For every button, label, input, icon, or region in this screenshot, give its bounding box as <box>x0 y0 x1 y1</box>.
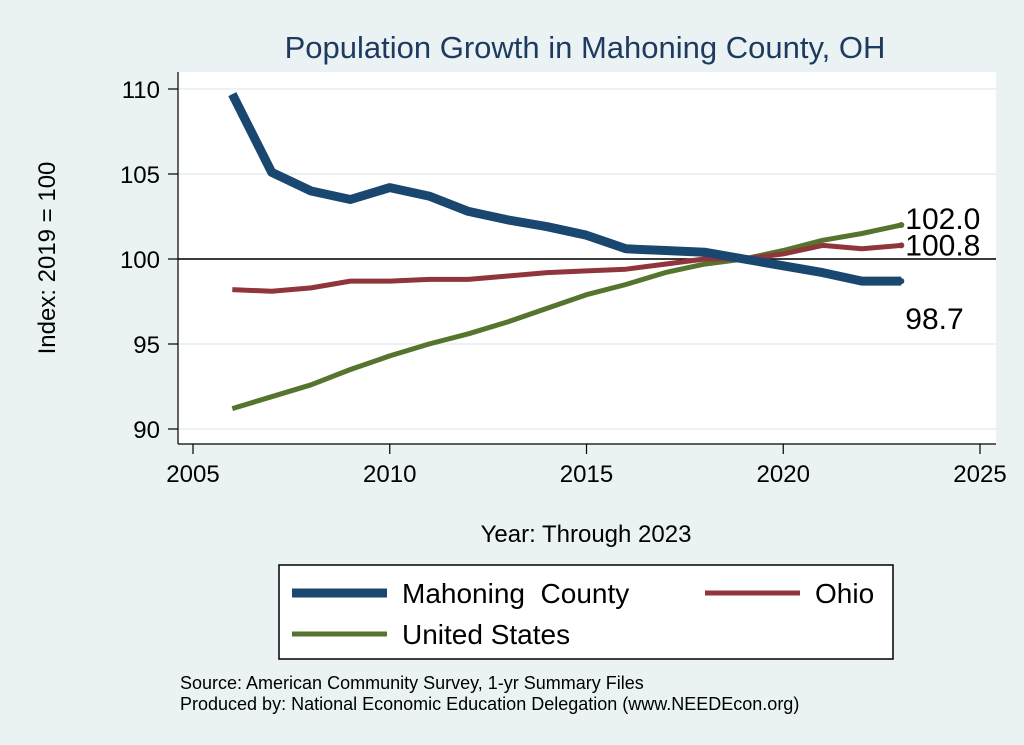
legend-box <box>278 564 894 660</box>
legend-label: Ohio <box>815 578 874 609</box>
y-axis-ticks: 90 95 100 105 110 <box>120 77 178 444</box>
source-note: Source: American Community Survey, 1-yr … <box>180 673 644 693</box>
y-tick-label: 105 <box>120 162 160 189</box>
end-label: 98.7 <box>905 303 963 336</box>
x-tick-label: 2005 <box>166 461 219 488</box>
y-tick-label: 110 <box>122 77 160 104</box>
x-tick-label: 2010 <box>363 461 416 488</box>
end-label: 100.8 <box>905 229 980 262</box>
series-line-ohio <box>232 242 902 294</box>
end-label: 102.0 <box>905 203 980 236</box>
end-point-marker <box>898 278 905 285</box>
series-line-mahoning-county <box>228 92 902 286</box>
x-axis-label: Year: Through 2023 <box>481 521 692 548</box>
y-tick-label: 95 <box>133 332 160 359</box>
series-lines <box>228 92 902 411</box>
series-line-united-states <box>231 222 902 411</box>
chart-title: Population Growth in Mahoning County, OH <box>285 30 886 65</box>
legend-label: United States <box>402 619 570 650</box>
x-tick-label: 2025 <box>953 461 1006 488</box>
y-tick-label: 90 <box>133 417 160 444</box>
end-point-marker <box>898 242 905 249</box>
legend: Mahoning County Ohio United States <box>292 578 874 650</box>
x-tick-label: 2015 <box>560 461 613 488</box>
x-tick-label: 2020 <box>757 461 810 488</box>
y-tick-label: 100 <box>120 247 160 274</box>
legend-label: Mahoning County <box>402 578 629 609</box>
end-point-marker <box>898 222 905 228</box>
x-axis-ticks: 2005 2010 2015 2020 2025 <box>166 444 1007 488</box>
produced-by-note: Produced by: National Economic Education… <box>180 694 799 714</box>
y-axis-label: Index: 2019 = 100 <box>34 162 61 355</box>
